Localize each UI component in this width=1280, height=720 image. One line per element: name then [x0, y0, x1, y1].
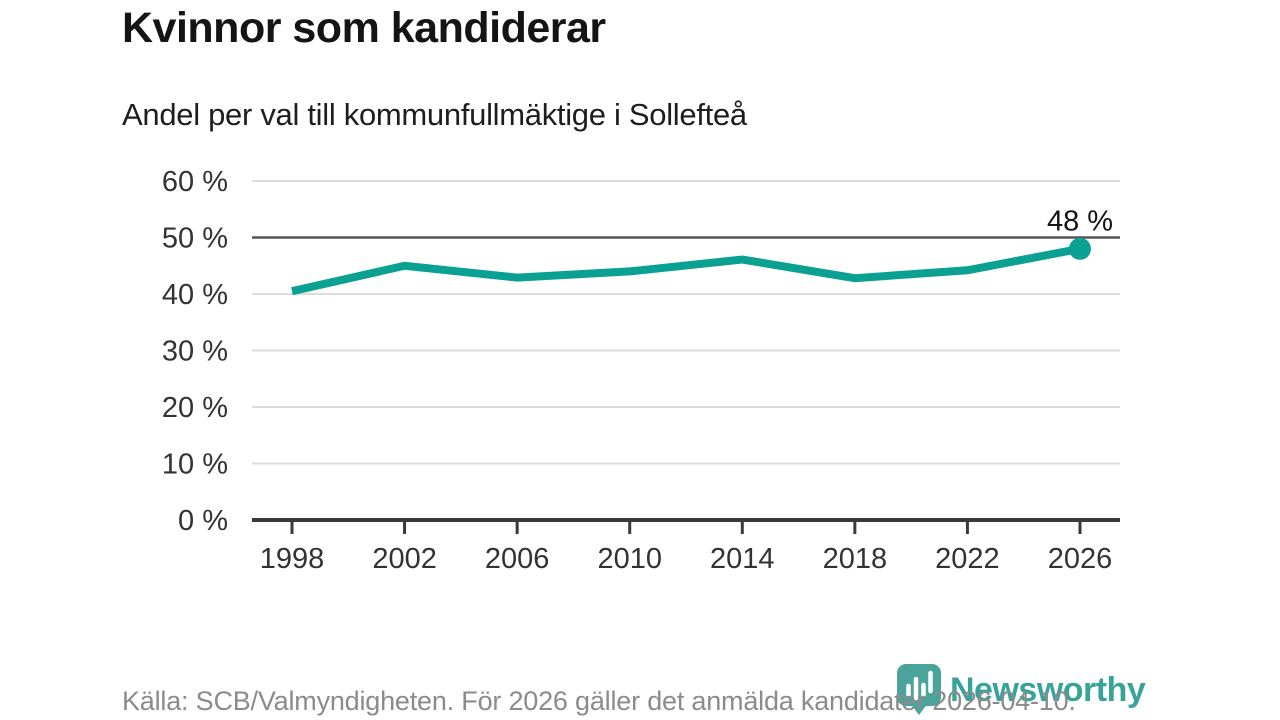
- chart-subtitle: Andel per val till kommunfullmäktige i S…: [122, 97, 747, 132]
- x-axis-tick-label: 2018: [823, 543, 888, 575]
- y-axis-tick-label: 30 %: [162, 336, 228, 368]
- y-axis-tick-label: 0 %: [178, 505, 228, 537]
- endpoint-value-label: 48 %: [1047, 206, 1113, 238]
- x-axis-tick-label: 2010: [597, 543, 662, 575]
- y-axis-tick-label: 10 %: [162, 449, 228, 481]
- newsworthy-logo-icon: [897, 664, 941, 715]
- source-note: Källa: SCB/Valmyndigheten. För 2026 gäll…: [122, 686, 1076, 716]
- data-line: [291, 244, 1081, 296]
- x-axis-tick-label: 2026: [1048, 543, 1113, 575]
- newsworthy-logo-text: Newsworthy: [950, 670, 1146, 709]
- x-axis-tick-label: 1998: [260, 543, 325, 575]
- x-axis-tick-label: 2022: [935, 543, 1000, 575]
- y-axis-tick-label: 20 %: [162, 392, 228, 424]
- endpoint-marker: [1069, 237, 1091, 260]
- x-axis-tick-label: 2002: [372, 543, 437, 575]
- x-axis-tick-label: 2006: [485, 543, 550, 575]
- newsworthy-logo: Newsworthy: [896, 663, 1146, 716]
- y-axis-tick-label: 50 %: [162, 223, 228, 255]
- y-axis-tick-label: 40 %: [162, 279, 228, 311]
- x-axis-tick-label: 2014: [710, 543, 775, 575]
- chart-title: Kvinnor som kandiderar: [122, 4, 606, 52]
- y-axis-tick-label: 60 %: [162, 166, 228, 198]
